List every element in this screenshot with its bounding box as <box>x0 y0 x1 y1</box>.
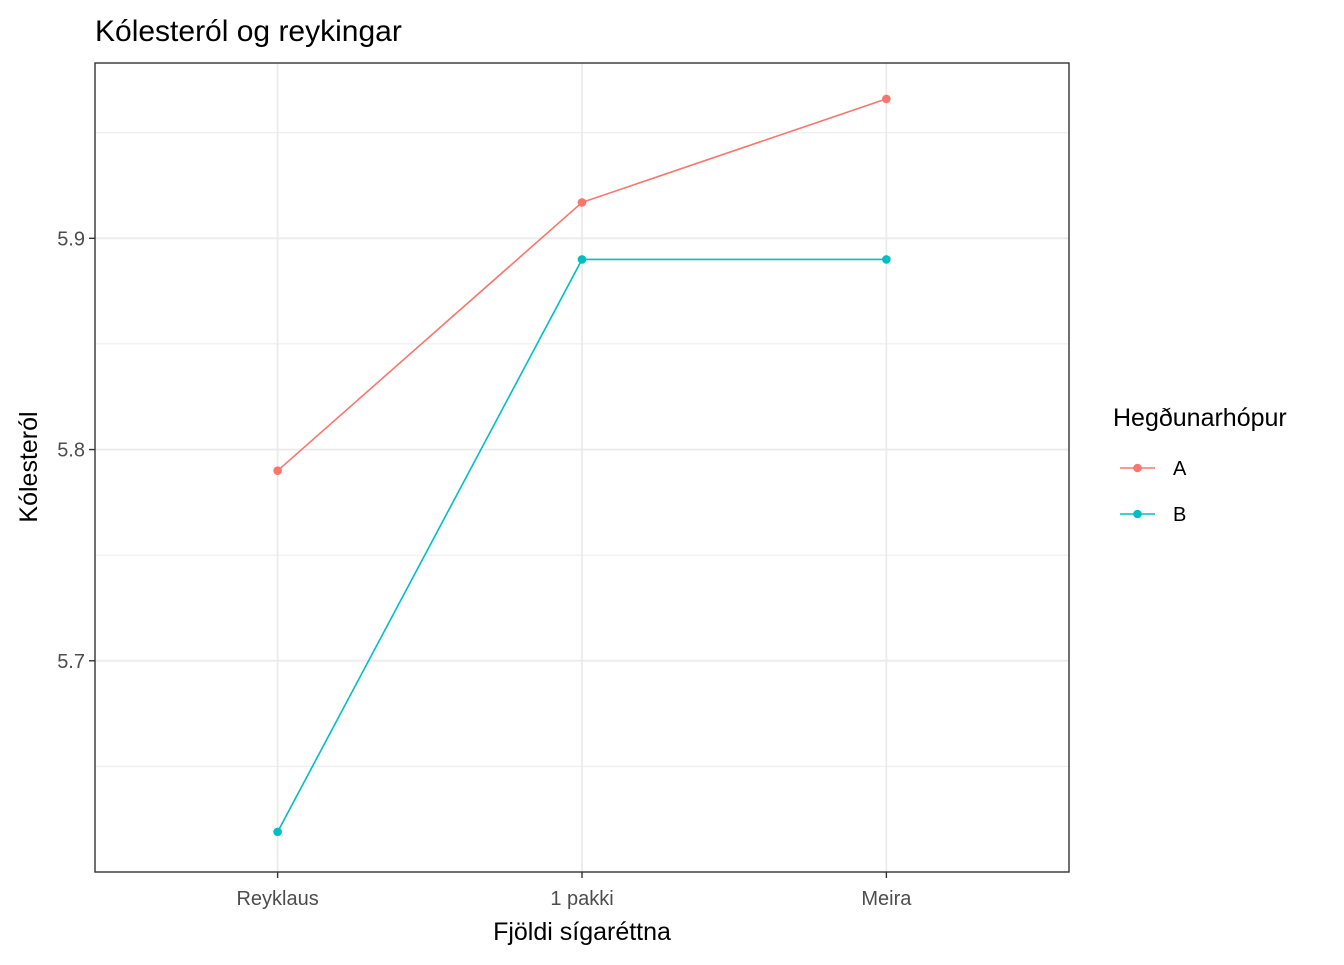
data-point-a <box>577 198 587 207</box>
legend-label: A <box>1173 458 1187 480</box>
y-tick-label: 5.7 <box>57 651 85 673</box>
x-axis-title: Fjöldi sígaréttna <box>493 918 671 946</box>
legend: Hegðunarhópur A B <box>1113 404 1287 526</box>
legend-key-point <box>1133 463 1142 473</box>
y-tick-label: 5.8 <box>57 440 85 462</box>
grid-layer <box>95 63 1069 872</box>
data-point-a <box>273 466 282 475</box>
x-tick-label: Reyklaus <box>236 888 318 910</box>
data-point-b <box>882 255 891 264</box>
series-layer <box>273 94 891 837</box>
chart-title: Kólesteról og reykingar <box>95 15 402 48</box>
data-point-b <box>273 827 282 837</box>
legend-title: Hegðunarhópur <box>1113 404 1287 432</box>
x-tick-label: Meira <box>861 888 912 910</box>
y-axis-title: Kólesteról <box>15 411 43 522</box>
x-tick-label: 1 pakki <box>550 888 613 910</box>
axis-layer: 5.7 5.8 5.9 Reyklaus 1 pakki Meira <box>57 228 912 910</box>
legend-label: B <box>1173 504 1186 526</box>
legend-key-point <box>1133 509 1142 519</box>
data-point-b <box>577 255 587 264</box>
y-tick-label: 5.9 <box>57 228 85 250</box>
data-point-a <box>882 94 891 104</box>
